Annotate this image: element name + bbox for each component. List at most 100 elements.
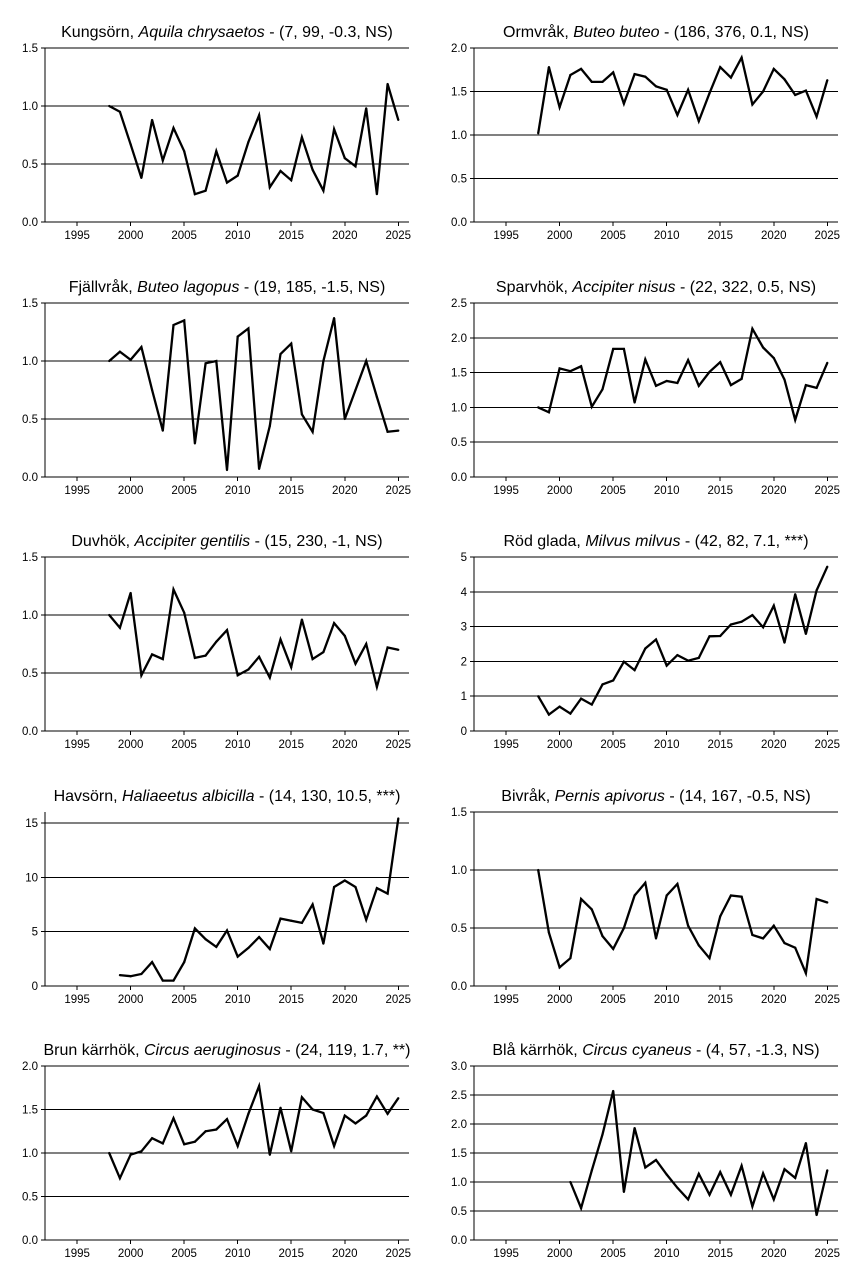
y-tick-label: 1.5: [22, 298, 38, 310]
title-stats: - (14, 167, -0.5, NS): [665, 788, 811, 805]
data-point: [815, 115, 818, 118]
y-tick-label: 1.5: [451, 1148, 467, 1160]
y-tick-label: 4: [461, 587, 468, 599]
data-point: [547, 713, 551, 716]
data-point: [772, 356, 775, 360]
x-tick-label: 2020: [761, 230, 787, 242]
data-point: [397, 1097, 400, 1100]
x-tick-label: 2010: [654, 994, 680, 1006]
data-point: [708, 370, 711, 374]
data-point: [783, 941, 786, 945]
data-point: [804, 632, 807, 636]
chart-panel: Brun kärrhök, Circus aeruginosus - (24, …: [22, 1042, 411, 1260]
x-tick-label: 1995: [64, 1248, 90, 1260]
data-point: [644, 1166, 647, 1169]
x-tick-label: 2005: [171, 739, 197, 751]
data-point: [537, 406, 540, 409]
data-point: [729, 384, 733, 387]
data-point: [365, 107, 368, 110]
data-point: [365, 918, 368, 921]
title-stats: - (19, 185, -1.5, NS): [239, 279, 385, 296]
x-tick-label: 2025: [385, 230, 411, 242]
y-tick-label: 0.0: [451, 981, 467, 993]
data-point: [569, 957, 572, 960]
data-point: [290, 342, 293, 345]
data-point: [826, 79, 829, 82]
x-tick-label: 2025: [814, 994, 840, 1006]
data-point: [258, 1084, 261, 1088]
x-tick-label: 2005: [600, 1248, 626, 1260]
data-point: [279, 917, 282, 920]
x-tick-label: 2015: [278, 1248, 304, 1260]
data-point: [172, 1117, 175, 1120]
data-point: [300, 921, 304, 925]
title-common-name: Bivråk,: [501, 787, 554, 805]
y-tick-label: 1.0: [22, 356, 38, 368]
x-tick-label: 2000: [547, 994, 573, 1006]
data-point: [300, 1096, 304, 1099]
x-tick-label: 1995: [64, 739, 90, 751]
data-point: [697, 944, 700, 947]
chart-title: Kungsörn, Aquila chrysaetos - (7, 99, -0…: [61, 24, 393, 41]
x-tick-label: 2015: [707, 1248, 733, 1260]
data-point: [343, 1114, 346, 1117]
data-point: [815, 1213, 818, 1217]
data-point: [140, 972, 143, 976]
data-point: [118, 110, 122, 113]
data-point: [268, 947, 271, 951]
data-point: [569, 712, 572, 715]
data-point: [140, 1150, 143, 1153]
data-point: [708, 92, 711, 95]
data-point: [150, 1137, 154, 1140]
data-point: [290, 179, 293, 182]
data-point: [558, 966, 561, 969]
data-point: [118, 626, 122, 629]
title-common-name: Sparvhök,: [496, 279, 572, 296]
chart-panel: Röd glada, Milvus milvus - (42, 82, 7.1,…: [461, 533, 840, 751]
y-tick-label: 1.0: [451, 1177, 467, 1189]
data-point: [537, 868, 540, 872]
data-point: [558, 367, 561, 370]
data-point: [193, 193, 196, 196]
title-latin-name: Buteo lagopus: [137, 279, 239, 296]
data-point: [751, 327, 754, 330]
x-tick-label: 2015: [707, 230, 733, 242]
x-tick-label: 1995: [493, 485, 519, 497]
data-point: [215, 640, 218, 643]
data-point: [633, 894, 636, 897]
y-tick-label: 0: [461, 726, 467, 738]
y-tick-label: 0.0: [22, 726, 38, 738]
data-point: [697, 119, 700, 123]
data-point: [247, 140, 250, 144]
x-tick-label: 2000: [118, 994, 144, 1006]
data-point: [108, 104, 111, 108]
data-point: [826, 1169, 829, 1172]
data-point: [719, 361, 722, 364]
x-tick-label: 2005: [600, 739, 626, 751]
x-tick-label: 2015: [278, 739, 304, 751]
chart-panel: Fjällvråk, Buteo lagopus - (19, 185, -1.…: [22, 278, 411, 497]
data-point: [794, 93, 797, 97]
data-point: [225, 468, 229, 472]
data-point: [558, 106, 561, 109]
data-point: [697, 1172, 700, 1175]
x-tick-label: 2025: [814, 739, 840, 751]
y-tick-label: 2.5: [451, 1090, 467, 1102]
y-tick-label: 0.5: [451, 437, 467, 449]
data-point: [761, 90, 765, 93]
x-tick-label: 2000: [547, 485, 573, 497]
data-point: [697, 384, 700, 387]
x-tick-label: 2010: [225, 230, 251, 242]
y-tick-label: 2.0: [451, 333, 467, 345]
title-latin-name: Accipiter gentilis: [134, 533, 251, 550]
data-point: [794, 593, 797, 596]
data-point: [612, 347, 615, 351]
x-tick-label: 2000: [547, 230, 573, 242]
data-point: [579, 365, 583, 368]
data-point: [311, 430, 314, 433]
data-point: [622, 102, 625, 105]
data-point: [225, 181, 229, 184]
data-point: [537, 695, 540, 698]
data-point: [590, 1169, 593, 1172]
chart-title: Ormvråk, Buteo buteo - (186, 376, 0.1, N…: [503, 23, 809, 41]
